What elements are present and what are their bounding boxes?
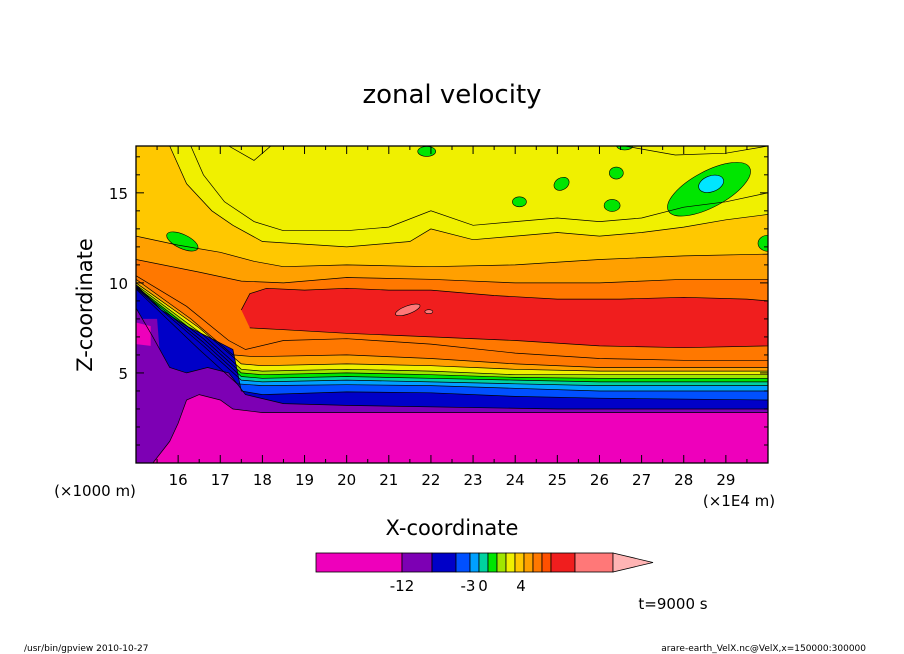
- contour-line-8: [136, 284, 768, 463]
- x-tick-label: 29: [716, 471, 735, 489]
- band-purple-edge: [136, 318, 162, 445]
- patch-pink-small: [424, 309, 434, 315]
- contour-line-6: [136, 278, 768, 463]
- colorbar-label: 0: [478, 577, 488, 595]
- contour-lines: [136, 146, 768, 463]
- footer-right: arare-earth_VelX.nc@VelX,x=150000:300000: [661, 644, 866, 654]
- y-tick-label: 10: [109, 275, 128, 293]
- x-tick-label: 27: [632, 471, 651, 489]
- colorbar-segment: [478, 552, 489, 573]
- colorbar-segment: [550, 552, 576, 573]
- band-magenta: [152, 394, 768, 463]
- x-tick-label: 24: [506, 471, 525, 489]
- chart-title: zonal velocity: [362, 80, 541, 110]
- y-tick-label: 5: [118, 365, 128, 383]
- x-tick-label: 19: [295, 471, 314, 489]
- patch-green-b: [553, 176, 570, 191]
- x-axis-unit: (×1E4 m): [703, 492, 775, 510]
- colorbar-extend-arrow: [612, 552, 654, 573]
- contour-line-1: [136, 146, 768, 463]
- colorbar-segment: [431, 552, 457, 573]
- colorbar-label: -3: [461, 577, 476, 595]
- x-tick-label: 26: [590, 471, 609, 489]
- colorbar-segment: [523, 552, 534, 573]
- contour-line-2: [136, 235, 768, 463]
- colorbar-segment: [514, 552, 525, 573]
- colorbar-segment: [401, 552, 433, 573]
- x-tick-label: 21: [379, 471, 398, 489]
- colorbar-segment: [496, 552, 507, 573]
- contour-line-5: [136, 275, 768, 463]
- contour-line-11: [136, 287, 768, 463]
- patch-green-c: [609, 166, 624, 180]
- contour-line-12: [136, 288, 768, 463]
- patch-green-a: [512, 196, 527, 208]
- footer-left: /usr/bin/gpview 2010-10-27: [24, 644, 148, 654]
- y-axis-unit: (×1000 m): [54, 482, 136, 500]
- colorbar-segment: [505, 552, 516, 573]
- colorbar-segment: [469, 552, 480, 573]
- colorbar-labels: -12 -3 0 4: [390, 577, 526, 595]
- y-axis: 5 10 15: [109, 156, 768, 446]
- patch-pink: [395, 303, 421, 317]
- contour-line-14: [136, 307, 768, 463]
- patch-cyan-core: [698, 174, 724, 193]
- plot-area: [136, 146, 768, 463]
- x-tick-label: 22: [421, 471, 440, 489]
- contour-line-13: [136, 284, 768, 463]
- x-tick-label: 17: [211, 471, 230, 489]
- x-tick-label: 16: [169, 471, 188, 489]
- band-red: [241, 288, 768, 348]
- contour-line-15: [152, 394, 768, 463]
- x-tick-label: 28: [674, 471, 693, 489]
- colorbar-label: 4: [516, 577, 526, 595]
- contour-line-10: [136, 287, 768, 463]
- contour-line-9: [136, 286, 768, 463]
- y-axis-label: Z-coordinate: [73, 238, 97, 372]
- x-tick-label: 23: [464, 471, 483, 489]
- y-tick-label: 15: [109, 185, 128, 203]
- colorbar-segment: [455, 552, 471, 573]
- colorbar: [315, 552, 654, 573]
- x-axis-label: X-coordinate: [386, 516, 519, 540]
- contour-bands: [136, 146, 768, 463]
- contour-line-4: [240, 287, 768, 349]
- colorbar-segment: [315, 552, 403, 573]
- colorbar-label: -12: [390, 577, 415, 595]
- x-tick-label: 20: [337, 471, 356, 489]
- contour-line-upper-1: [190, 146, 768, 232]
- band-magenta-edge: [136, 322, 151, 346]
- x-tick-label: 18: [253, 471, 272, 489]
- x-tick-label: 25: [548, 471, 567, 489]
- colorbar-segment: [532, 552, 543, 573]
- contour-patches: [166, 146, 768, 317]
- contour-line-3: [136, 259, 768, 463]
- x-axis: 16 17 18 19 20 21 22 23 24 25 26 27 28 29: [156, 146, 748, 489]
- contour-line-upper-2: [228, 146, 272, 161]
- time-label: t=9000 s: [638, 595, 707, 613]
- colorbar-segment: [541, 552, 552, 573]
- colorbar-segment: [574, 552, 614, 573]
- contour-line-7: [136, 282, 768, 463]
- colorbar-segment: [487, 552, 498, 573]
- patch-green-d: [603, 199, 621, 212]
- patch-green-top: [417, 146, 437, 157]
